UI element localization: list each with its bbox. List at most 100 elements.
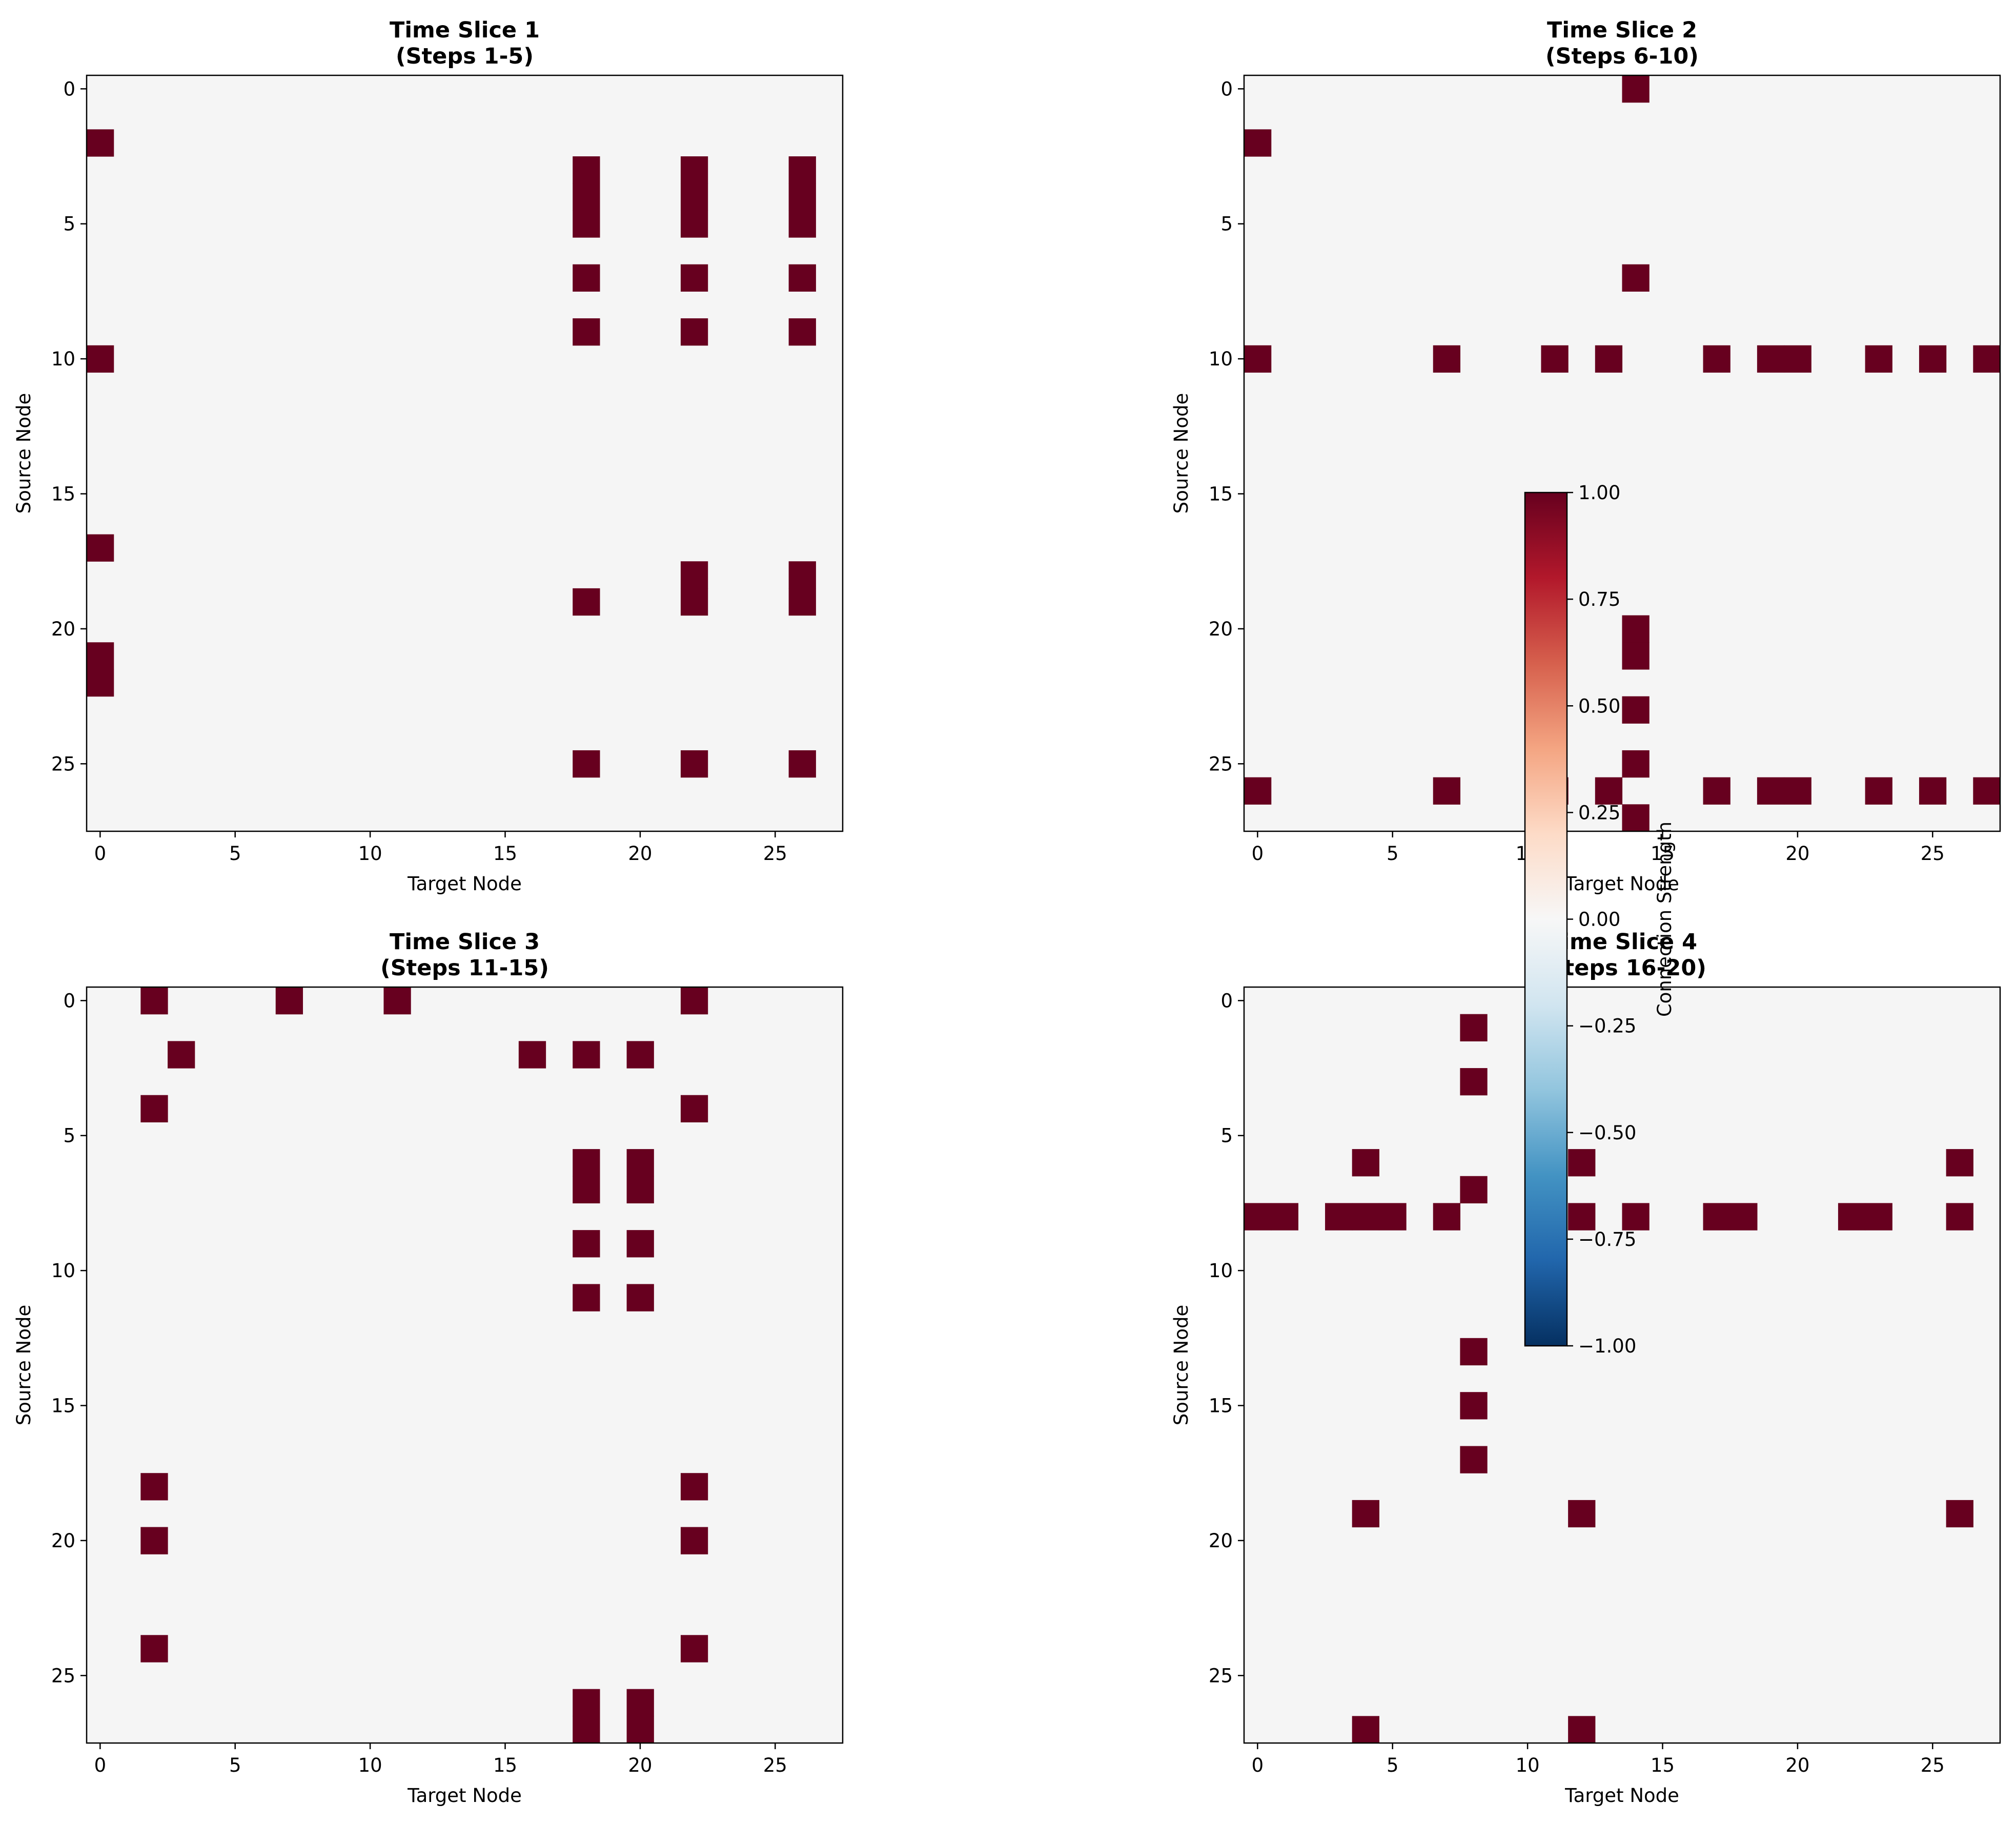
heatmap-cell bbox=[1460, 1176, 1488, 1204]
heatmap-cell bbox=[1244, 345, 1272, 373]
axes-frame bbox=[86, 986, 844, 1744]
heatmap-cell bbox=[1703, 345, 1730, 373]
heatmap-cell bbox=[87, 534, 114, 562]
heatmap-cell bbox=[573, 1716, 600, 1744]
heatmap-cell bbox=[680, 1635, 708, 1663]
heatmap-cell bbox=[140, 987, 168, 1015]
y-tick-label: 25 bbox=[1209, 753, 1233, 775]
y-tick-label: 15 bbox=[51, 1395, 75, 1417]
colorbar-label: Connection Strength bbox=[1654, 822, 1676, 1017]
y-tick-label: 10 bbox=[51, 1260, 75, 1282]
heatmap-cell bbox=[680, 1095, 708, 1122]
heatmap-cell bbox=[87, 669, 114, 697]
heatmap-cell bbox=[626, 1041, 654, 1069]
colorbar-tick-label: 0.75 bbox=[1578, 588, 1620, 610]
x-tick-label: 5 bbox=[1387, 843, 1399, 865]
heatmap-cell bbox=[1244, 777, 1272, 805]
y-tick-label: 15 bbox=[1209, 483, 1233, 505]
heatmap-cell bbox=[87, 129, 114, 157]
heatmap-cell bbox=[1946, 1500, 1973, 1528]
heatmap-cell bbox=[1622, 264, 1650, 292]
heatmap-cell bbox=[87, 345, 114, 373]
heatmap-cell bbox=[626, 1149, 654, 1177]
heatmap-cell bbox=[1379, 1203, 1407, 1231]
colorbar-tick-label: −1.00 bbox=[1578, 1335, 1636, 1357]
y-tick-label: 10 bbox=[1209, 1260, 1233, 1282]
heatmap-cell bbox=[680, 264, 708, 292]
x-tick-label: 10 bbox=[358, 1754, 382, 1776]
heatmap-cell bbox=[573, 264, 600, 292]
colorbar: 1.00 0.75 0.50 0.25 0.00 −0.25 −0.50 −0.75 −1.00… bbox=[1524, 482, 1676, 1357]
heatmap-cell bbox=[573, 1149, 600, 1177]
heatmap-cell bbox=[680, 183, 708, 211]
plot-area bbox=[87, 75, 843, 831]
heatmap-cell bbox=[1460, 1014, 1488, 1041]
heatmap-cell bbox=[1730, 1203, 1758, 1231]
heatmap-panel-4: 0 5 10 15 20 25 0 5 10 15 20 25 Target Node Source No… bbox=[1170, 929, 2001, 1807]
x-tick-label: 0 bbox=[94, 843, 107, 865]
heatmap-cell bbox=[1703, 1203, 1730, 1231]
y-tick-label: 5 bbox=[63, 213, 75, 235]
x-tick-label: 15 bbox=[493, 843, 517, 865]
heatmap-cell bbox=[680, 1527, 708, 1554]
heatmap-cell bbox=[1568, 1500, 1596, 1528]
heatmap-cell bbox=[1433, 1203, 1461, 1231]
heatmap-cell bbox=[1865, 777, 1892, 805]
heatmap-cell bbox=[383, 987, 411, 1015]
colorbar-tick-label: −0.25 bbox=[1578, 1015, 1636, 1037]
heatmap-cell bbox=[1622, 615, 1650, 643]
heatmap-cell bbox=[1919, 777, 1947, 805]
heatmap-panel-3: 0 5 10 15 20 25 0 5 10 15 20 25 Target Node Source No… bbox=[13, 929, 844, 1807]
x-tick-label: 20 bbox=[1785, 843, 1809, 865]
axes-frame bbox=[1243, 74, 2001, 832]
heatmap-cell bbox=[573, 588, 600, 616]
x-axis-label: Target Node bbox=[1564, 1785, 1679, 1807]
panel-title: Time Slice 1 (Steps 1-5) bbox=[390, 17, 540, 69]
heatmap-cell bbox=[1946, 1149, 1973, 1177]
heatmap-cell bbox=[1352, 1500, 1379, 1528]
heatmap-cell bbox=[1622, 1203, 1650, 1231]
heatmap-cell bbox=[680, 987, 708, 1015]
heatmap-cell bbox=[1352, 1716, 1379, 1744]
y-axis-label: Source Node bbox=[1170, 393, 1192, 514]
x-tick-label: 10 bbox=[1516, 1754, 1540, 1776]
y-tick-label: 15 bbox=[1209, 1395, 1233, 1417]
heatmap-cell bbox=[573, 318, 600, 346]
heatmap-panel-1: 0 5 10 15 20 25 0 5 10 15 20 25 Target Node Source No… bbox=[13, 17, 844, 895]
heatmap-cell bbox=[1568, 1149, 1596, 1177]
y-tick-label: 25 bbox=[51, 1665, 75, 1687]
heatmap-cell bbox=[626, 1284, 654, 1311]
heatmap-cell bbox=[1460, 1446, 1488, 1473]
x-tick-label: 0 bbox=[1252, 843, 1264, 865]
x-axis-label: Target Node bbox=[407, 873, 522, 895]
heatmap-cell bbox=[788, 318, 816, 346]
axes-frame bbox=[86, 74, 844, 832]
y-tick-label: 20 bbox=[1209, 1530, 1233, 1552]
heatmap-cell bbox=[1433, 777, 1461, 805]
heatmap-cell bbox=[1568, 1716, 1596, 1744]
heatmap-cell bbox=[1973, 777, 2001, 805]
heatmap-cell bbox=[573, 750, 600, 778]
x-tick-label: 20 bbox=[1785, 1754, 1809, 1776]
heatmap-cell bbox=[168, 1041, 195, 1069]
heatmap-cell bbox=[788, 183, 816, 211]
heatmap-cell bbox=[680, 156, 708, 184]
colorbar-tick-label: −0.75 bbox=[1578, 1228, 1636, 1251]
x-tick-label: 15 bbox=[493, 1754, 517, 1776]
heatmap-cell bbox=[1622, 75, 1650, 103]
heatmap-cell bbox=[1703, 777, 1730, 805]
panel-title: Time Slice 2 (Steps 6-10) bbox=[1545, 17, 1699, 69]
heatmap-cell bbox=[680, 750, 708, 778]
heatmap-cell bbox=[1622, 804, 1650, 832]
x-tick-label: 5 bbox=[229, 843, 241, 865]
y-axis-label: Source Node bbox=[1170, 1305, 1192, 1425]
heatmap-cell bbox=[1244, 1203, 1272, 1231]
y-tick-label: 5 bbox=[1220, 1125, 1233, 1147]
heatmap-cell bbox=[1595, 345, 1623, 373]
heatmap-cell bbox=[573, 156, 600, 184]
heatmap-cell bbox=[1352, 1203, 1379, 1231]
heatmap-cell bbox=[275, 987, 303, 1015]
x-tick-label: 20 bbox=[628, 1754, 652, 1776]
heatmap-cell bbox=[140, 1527, 168, 1554]
y-tick-label: 0 bbox=[1220, 78, 1233, 100]
